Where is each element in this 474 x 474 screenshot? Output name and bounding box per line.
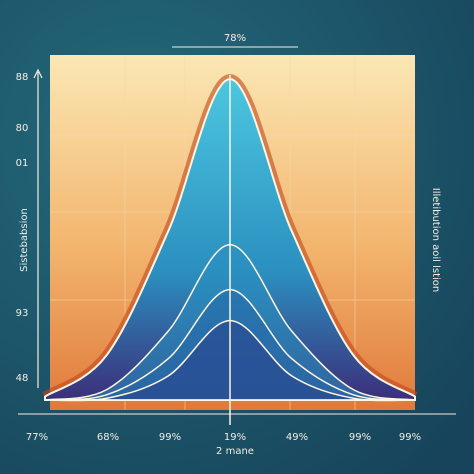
x-tick-label: 99% (399, 432, 421, 443)
y-tick-label: 48 (16, 373, 29, 384)
y-axis-arrow (33, 68, 43, 79)
x-tick-label: 49% (286, 432, 308, 443)
x-tick-label: 68% (97, 432, 119, 443)
x-tick-label: 77% (26, 432, 48, 443)
y-axis-title: Sistebabsion (19, 208, 30, 272)
chart-title: 78% (224, 33, 246, 44)
y-tick-label: 80 (16, 123, 29, 134)
x-tick-label: 99% (159, 432, 181, 443)
x-tick-label: 19% (224, 432, 246, 443)
x-axis-title: 2 mane (216, 446, 254, 457)
x-tick-label: 99% (349, 432, 371, 443)
y-tick-label: 93 (16, 308, 29, 319)
y2-axis-title: Illetibution aoil lstion (430, 188, 441, 293)
y-tick-label: 88 (16, 72, 29, 83)
y-tick-label: 01 (16, 158, 29, 169)
